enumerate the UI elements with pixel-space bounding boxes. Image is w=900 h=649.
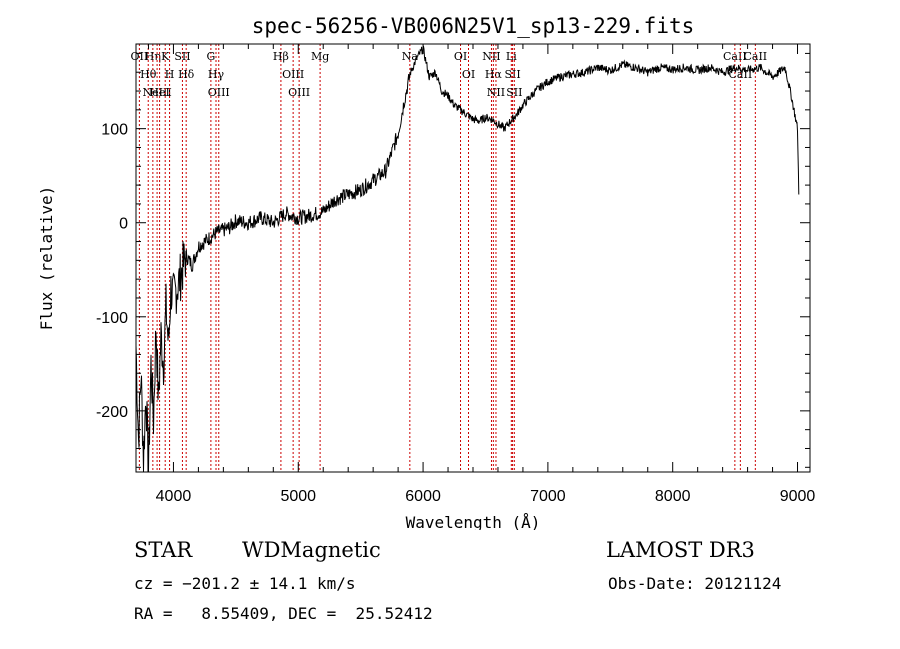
- emission-line-label: CaII: [743, 50, 767, 63]
- x-tick-label: 9000: [780, 488, 816, 505]
- emission-line-label: NeIII: [143, 86, 172, 99]
- emission-line-label: OIII: [288, 86, 310, 99]
- survey-name: LAMOST DR3: [606, 538, 755, 562]
- emission-line-label: Hθ: [140, 68, 157, 81]
- emission-line-label: OIII: [282, 68, 304, 81]
- emission-line-label: SII: [174, 50, 190, 63]
- x-axis-label: Wavelength (Å): [406, 513, 541, 530]
- emission-line-label: Hα: [485, 68, 503, 81]
- emission-line-label: SII: [504, 68, 520, 81]
- emission-line-label: Li: [506, 50, 517, 63]
- emission-line-label: OII: [131, 50, 149, 63]
- emission-line-label: OI: [462, 68, 475, 81]
- y-axis-label: Flux (relative): [37, 186, 56, 331]
- emission-line-label: NII: [487, 86, 505, 99]
- x-tick-label: 7000: [530, 488, 566, 505]
- emission-line-label: SII: [506, 86, 522, 99]
- emission-line-label: Hδ: [178, 68, 195, 81]
- y-tick-label: -100: [96, 310, 128, 327]
- x-tick-label: 5000: [280, 488, 316, 505]
- emission-line-label: Mg: [311, 50, 329, 63]
- spectrum-series: [135, 45, 800, 473]
- emission-line-label: OIII: [208, 86, 230, 99]
- object-subclass: WDMagnetic: [242, 538, 381, 562]
- emission-line-label: Hη: [145, 50, 161, 63]
- emission-line-label: G: [206, 50, 215, 63]
- emission-line-label: H: [165, 68, 175, 81]
- chart-title: spec-56256-VB006N25V1_sp13-229.fits: [252, 14, 695, 38]
- emission-line-label: OI: [454, 50, 467, 63]
- emission-line-label: Na: [402, 50, 419, 63]
- observation-date: Obs-Date: 20121124: [608, 574, 782, 593]
- coordinates: RA = 8.55409, DEC = 25.52412: [134, 604, 433, 623]
- y-tick-label: 0: [119, 216, 128, 233]
- redshift-cz: cz = −201.2 ± 14.1 km/s: [134, 574, 356, 593]
- emission-line-label: HeI: [149, 86, 169, 99]
- emission-line-label: Hβ: [273, 50, 289, 63]
- emission-line-label: K: [161, 50, 170, 63]
- plot-frame: [135, 43, 811, 473]
- emission-line-label: NII: [482, 50, 500, 63]
- y-tick-label: 100: [101, 122, 128, 139]
- object-class: STAR: [134, 538, 193, 562]
- x-tick-label: 6000: [405, 488, 441, 505]
- y-tick-label: -200: [96, 404, 128, 421]
- x-tick-label: 4000: [156, 488, 192, 505]
- x-tick-label: 8000: [655, 488, 691, 505]
- spectrum-plot: spec-56256-VB006N25V1_sp13-229.fits OII Hθ…: [37, 14, 816, 530]
- emission-line-label: Hγ: [208, 68, 225, 81]
